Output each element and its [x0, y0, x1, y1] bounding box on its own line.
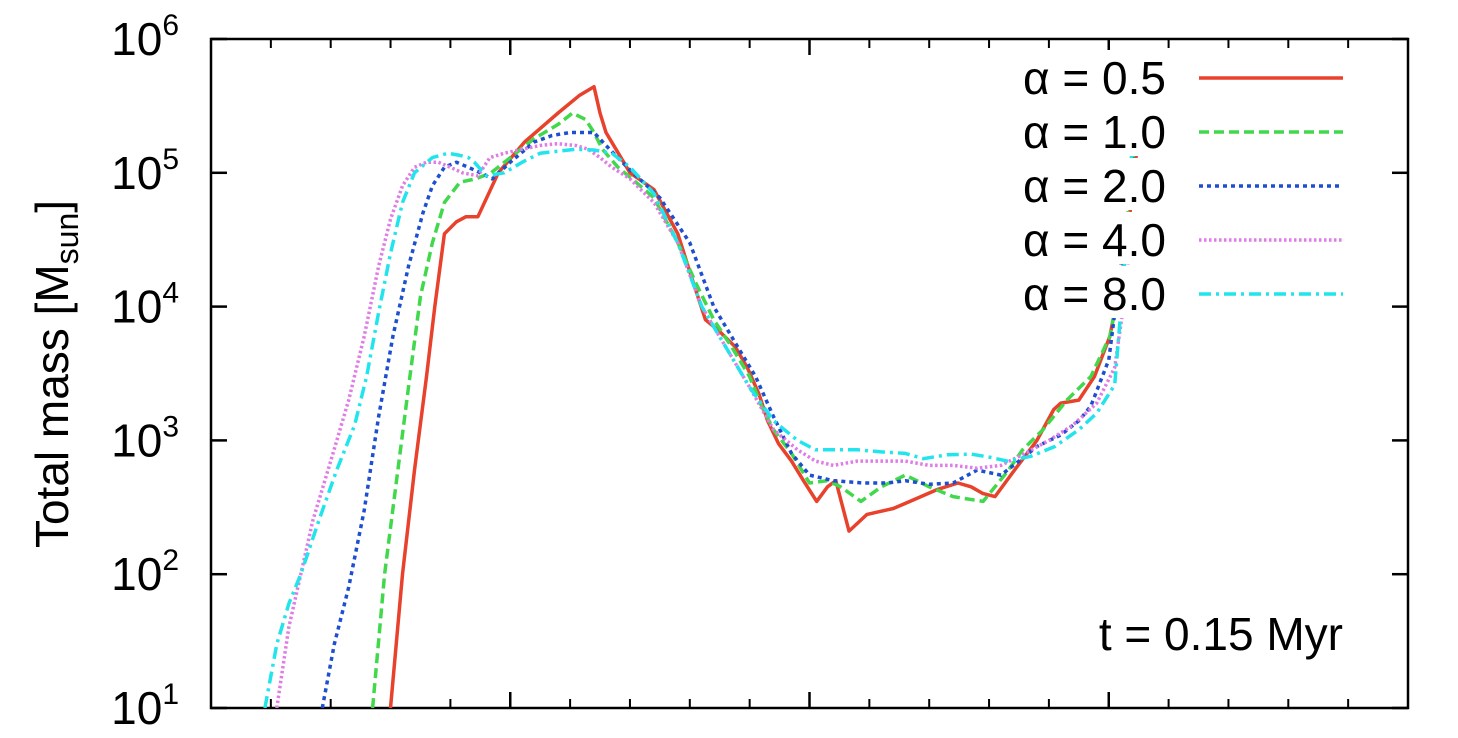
legend-bg-0 — [990, 50, 1172, 102]
y-tick-label-3: 104 — [111, 277, 179, 333]
y-tick-label-exp-2: 3 — [162, 410, 179, 443]
series-group — [263, 84, 1141, 708]
y-tick-label-base-4: 10 — [111, 147, 162, 199]
y-tick-label-4: 105 — [111, 143, 179, 199]
y-tick-label-base-1: 10 — [111, 548, 162, 600]
y-axis-label-close: ] — [26, 200, 78, 213]
y-tick-label-exp-0: 1 — [162, 678, 179, 711]
series-line-1 — [370, 111, 1136, 708]
y-axis-label-subscript: sun — [49, 213, 85, 265]
legend: α = 0.5α = 1.0α = 2.0α = 4.0α = 8.0 — [990, 50, 1343, 320]
legend-bg-3 — [990, 212, 1172, 264]
legend-label-2: α = 2.0 — [1023, 160, 1166, 212]
y-tick-label-exp-3: 4 — [162, 277, 179, 310]
y-axis-label-main: Total mass [M — [26, 264, 78, 548]
y-tick-label-0: 101 — [111, 678, 179, 734]
y-tick-label-base-2: 10 — [111, 414, 162, 466]
series-line-4 — [263, 119, 1136, 708]
time-annotation: t = 0.15 Myr — [1099, 608, 1343, 660]
y-tick-label-base-3: 10 — [111, 281, 162, 333]
y-tick-label-1: 102 — [111, 544, 179, 600]
y-axis-label: Total mass [Msun] — [26, 200, 85, 548]
series-line-3 — [275, 141, 1136, 708]
y-tick-label-base-0: 10 — [111, 682, 162, 734]
legend-bg-4 — [990, 266, 1172, 318]
y-tick-label-exp-1: 2 — [162, 544, 179, 577]
legend-bg-2 — [990, 158, 1172, 210]
y-tick-label-5: 106 — [111, 9, 179, 65]
legend-bg-1 — [990, 104, 1172, 156]
legend-label-1: α = 1.0 — [1023, 106, 1166, 158]
legend-label-4: α = 8.0 — [1023, 268, 1166, 320]
legend-label-0: α = 0.5 — [1023, 52, 1166, 104]
legend-label-3: α = 4.0 — [1023, 214, 1166, 266]
y-tick-label-exp-5: 6 — [162, 9, 179, 42]
y-tick-label-base-5: 10 — [111, 13, 162, 65]
y-tick-label-exp-4: 5 — [162, 143, 179, 176]
y-tick-label-2: 103 — [111, 410, 179, 466]
